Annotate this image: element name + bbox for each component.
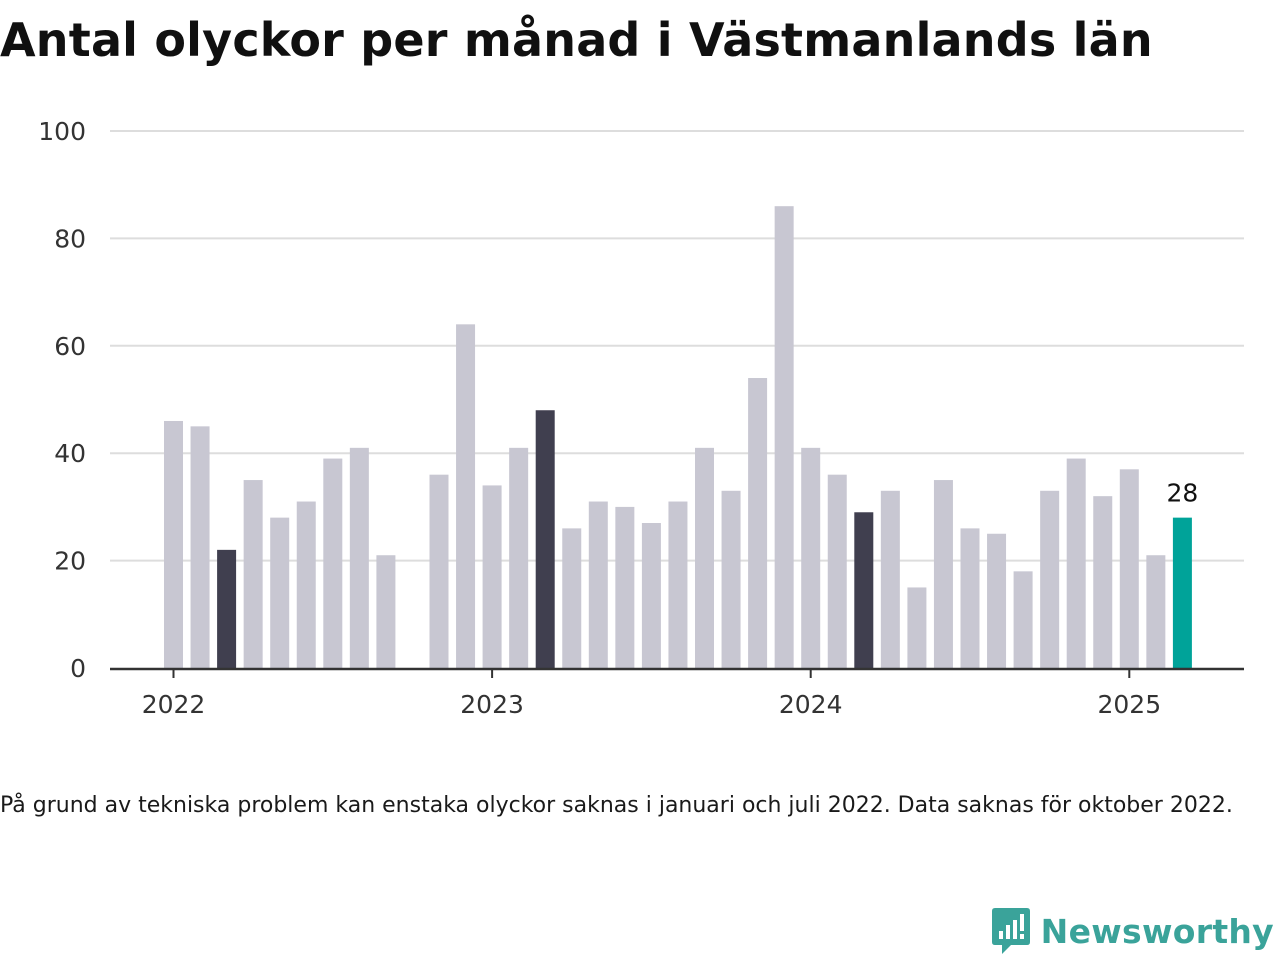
bar-2023-12 [774, 206, 794, 668]
bar-2024-05 [907, 587, 927, 668]
bar-2024-10 [1040, 490, 1060, 668]
footnote: På grund av tekniska problem kan enstaka… [0, 793, 1233, 818]
bar-2023-10 [721, 490, 741, 668]
newsworthy-logo: Newsworthy [991, 906, 1274, 956]
bar-2022-04 [243, 480, 263, 668]
y-axis-ticks: 0 20 40 60 80 100 [38, 117, 86, 683]
bar-2023-05 [588, 501, 608, 668]
bar-2024-12 [1093, 496, 1113, 668]
bars [164, 206, 1192, 668]
bar-2024-01 [801, 447, 821, 668]
bar-2024-04 [880, 490, 900, 668]
y-tick-label: 20 [54, 547, 86, 576]
chart-title: Antal olyckor per månad i Västmanlands l… [0, 13, 1153, 67]
newsworthy-logo-icon [991, 908, 1030, 954]
bar-2022-08 [349, 447, 369, 668]
brand-name: Newsworthy [1040, 911, 1274, 951]
bar-2023-06 [615, 506, 635, 668]
bar-2022-11 [429, 474, 449, 668]
y-tick-label: 100 [38, 117, 86, 146]
bar-2022-01 [164, 420, 183, 668]
x-axis: 2022 2023 2024 2025 [110, 667, 1244, 719]
data-labels: 28 [1166, 479, 1198, 508]
bar-2023-11 [748, 378, 768, 668]
y-tick-label: 40 [54, 439, 86, 468]
bar-2022-02 [190, 426, 210, 668]
x-tick-label: 2024 [779, 690, 843, 719]
bar-2025-01 [1119, 469, 1139, 668]
x-tick-label: 2022 [142, 690, 206, 719]
bar-2023-01 [482, 485, 502, 668]
y-tick-label: 0 [70, 654, 86, 683]
y-tick-label: 60 [54, 332, 86, 361]
bar-2022-06 [296, 501, 316, 668]
data-label-latest: 28 [1166, 479, 1198, 508]
bar-2024-07 [960, 528, 980, 668]
bar-2024-02 [827, 474, 847, 668]
bar-2023-02 [509, 447, 529, 668]
bar-2022-07 [323, 458, 343, 668]
bar-2024-03 [854, 512, 874, 668]
bar-2025-02 [1146, 555, 1166, 668]
y-tick-label: 80 [54, 224, 86, 253]
bar-2024-08 [987, 533, 1007, 668]
bar-2022-03 [217, 549, 237, 668]
bar-2023-08 [668, 501, 688, 668]
bar-2023-04 [562, 528, 582, 668]
bar-2024-11 [1066, 458, 1086, 668]
bar-2023-03 [535, 410, 555, 668]
x-tick-label: 2025 [1097, 690, 1161, 719]
bar-2022-05 [270, 517, 290, 668]
bar-2024-06 [933, 480, 953, 668]
bar-chart: 0 20 40 60 80 100 28 2022 2023 2024 2025 [38, 117, 1244, 719]
bar-2023-07 [641, 523, 661, 668]
bar-2025-03 [1172, 517, 1192, 668]
bar-2024-09 [1013, 571, 1033, 668]
bar-2022-09 [376, 555, 396, 668]
bar-2022-12 [456, 324, 476, 668]
bar-2023-09 [695, 447, 714, 668]
x-tick-label: 2023 [460, 690, 524, 719]
